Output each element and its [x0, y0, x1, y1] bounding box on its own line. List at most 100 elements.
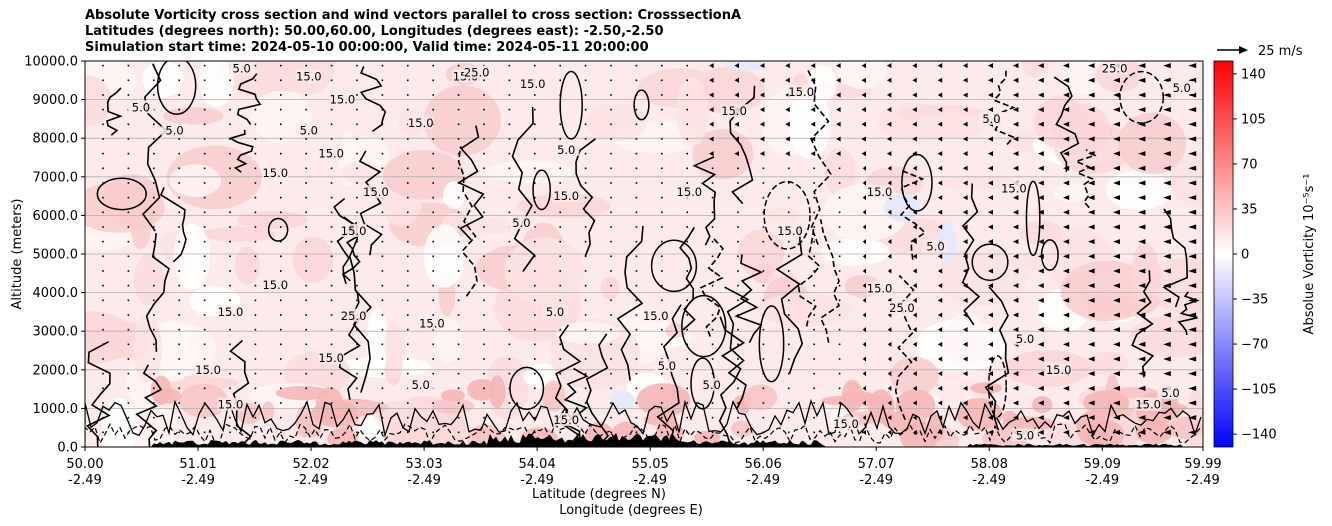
wind-vector: [305, 284, 307, 287]
wind-vector: [356, 211, 358, 214]
wind-vector: [1063, 356, 1070, 362]
wind-vector: [1113, 268, 1120, 274]
field-patch: [504, 237, 585, 305]
contour-label-bg: [1135, 397, 1162, 411]
contour-label: 15.0: [362, 185, 389, 199]
wind-vector: [1113, 121, 1120, 127]
wind-vector: [559, 402, 561, 404]
wind-vector: [559, 358, 561, 360]
field-patch: [384, 320, 406, 369]
field-patch: [737, 229, 784, 278]
wind-vector: [1012, 195, 1019, 201]
contour-line: [228, 129, 254, 173]
wind-vector: [432, 152, 434, 155]
wind-vector: [762, 402, 765, 404]
wind-vector: [483, 182, 485, 184]
wind-vector: [610, 152, 612, 155]
wind-vector: [178, 108, 180, 111]
contour-label: 15.0: [519, 77, 546, 91]
wind-vector: [610, 94, 612, 96]
wind-vector: [178, 196, 180, 199]
wind-vector: [762, 255, 765, 258]
wind-vector: [610, 314, 612, 316]
wind-vector: [1188, 239, 1197, 245]
wind-vector: [762, 196, 765, 199]
field-patch: [942, 175, 1018, 190]
field-patch-low: [694, 430, 721, 445]
wind-vector: [734, 151, 739, 157]
wind-vector: [381, 372, 384, 375]
wind-vector: [584, 211, 587, 214]
wind-vector: [534, 167, 536, 170]
field-patch: [101, 397, 138, 447]
wind-vector: [686, 138, 688, 140]
wind-vector: [635, 167, 638, 170]
field-patch: [585, 103, 648, 142]
field-patch-negative: [883, 193, 920, 222]
wind-vector: [203, 270, 206, 272]
contour-label: 15.0: [318, 146, 345, 161]
wind-vector: [836, 151, 841, 157]
wind-vector: [584, 94, 587, 96]
wind-vector: [838, 328, 841, 331]
wind-vector: [610, 343, 612, 346]
wind-vector: [407, 270, 409, 272]
contour-label: 25.0: [888, 301, 915, 315]
wind-vector: [737, 226, 739, 228]
wind-vector: [153, 211, 155, 214]
wind-vector: [407, 240, 409, 243]
x-tick-label-lat: 56.06: [745, 457, 782, 472]
wind-vector: [1012, 283, 1019, 289]
field-patch: [468, 218, 518, 234]
contour-label: 15.0: [866, 185, 893, 199]
wind-vector: [937, 151, 943, 157]
wind-vector: [962, 327, 968, 333]
contour-line: [159, 187, 187, 263]
x-tick-label-lon: -2.49: [1186, 473, 1220, 488]
wind-vector: [1138, 341, 1146, 347]
wind-vector: [559, 79, 561, 82]
wind-vector: [381, 167, 384, 170]
field-patch: [435, 318, 462, 363]
wind-vector: [711, 328, 714, 331]
wind-vector: [178, 182, 180, 184]
wind-vector: [178, 226, 180, 228]
wind-vector: [203, 387, 206, 390]
wind-vector: [1063, 165, 1070, 171]
wind-vector: [962, 63, 968, 69]
wind-vector: [1163, 415, 1171, 421]
contour-label: 15.0: [329, 92, 356, 107]
wind-vector: [1088, 180, 1095, 186]
wind-vector: [1038, 151, 1044, 157]
wind-vector: [1038, 77, 1044, 83]
wind-vector: [1188, 165, 1197, 171]
wind-vector: [330, 138, 333, 140]
wind-vector: [280, 182, 282, 184]
wind-vector: [1012, 63, 1019, 69]
wind-vector: [203, 152, 206, 155]
wind-vector: [962, 341, 968, 347]
wind-vector: [127, 284, 130, 287]
contour-line: [359, 66, 387, 133]
wind-vector: [280, 387, 282, 390]
wind-key-arrowhead: [1239, 46, 1248, 54]
wind-vector: [762, 299, 765, 302]
wind-vector: [1163, 121, 1171, 127]
wind-vector: [813, 211, 815, 214]
wind-vector: [203, 284, 206, 287]
wind-vector: [229, 226, 231, 228]
wind-vector: [661, 108, 663, 111]
wind-vector: [127, 314, 130, 316]
wind-vector: [305, 402, 307, 404]
wind-vector: [661, 387, 663, 390]
wind-vector: [759, 121, 765, 127]
wind-vector: [305, 372, 307, 375]
wind-vector: [987, 283, 993, 289]
wind-vector: [559, 299, 561, 302]
contour-label-text: 5.0: [1016, 332, 1034, 346]
wind-vector: [709, 121, 714, 127]
wind-vector: [254, 182, 257, 184]
wind-vector: [635, 64, 638, 67]
wind-vector: [912, 165, 917, 171]
wind-vector: [610, 299, 612, 302]
